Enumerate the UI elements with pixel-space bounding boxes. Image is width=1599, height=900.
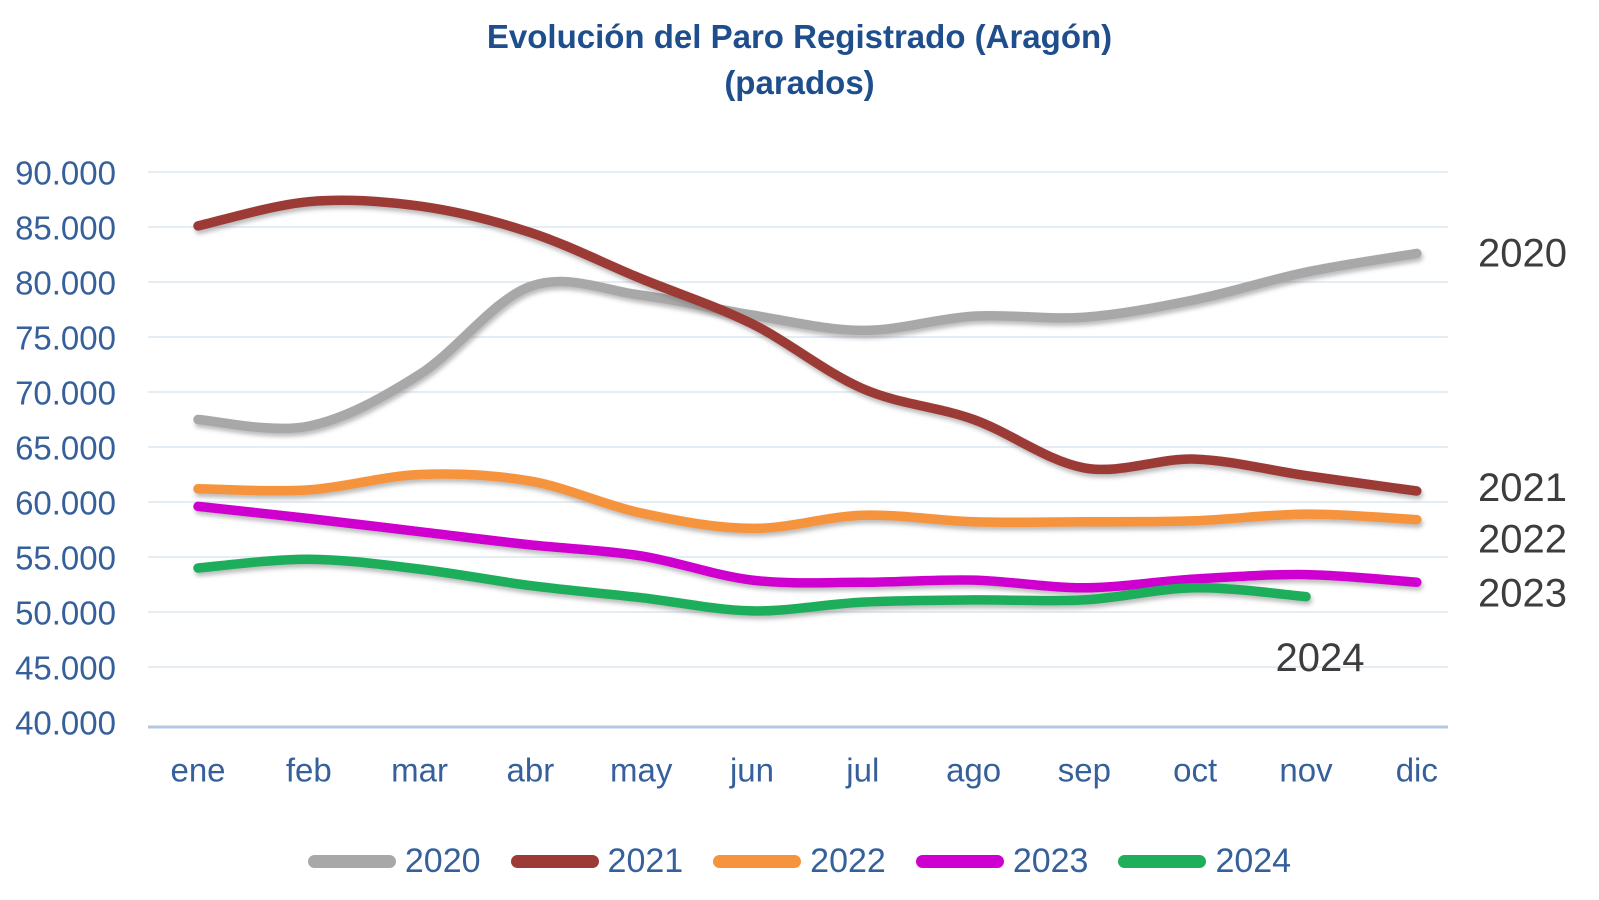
gridlines [148,171,1448,668]
x-tick-label: abr [507,752,555,789]
legend-swatch-2021 [510,854,599,868]
x-tick-label: jul [845,752,879,789]
legend-label-2020: 2020 [404,842,481,880]
series-line-2022 [193,469,1422,534]
y-tick-label: 55.000 [15,540,116,577]
series-line-2023 [193,501,1422,593]
chart-title-line1: Evolución del Paro Registrado (Aragón) [486,18,1113,55]
legend-swatch-2022 [713,854,802,868]
x-axis-labels: ene feb mar abr may jun jul ago sep oct nov dic [170,752,1437,789]
x-tick-label: mar [391,752,448,789]
legend-label-2023: 2023 [1012,842,1089,880]
legend-item-2020: 2020 [307,842,481,880]
legend-swatch-2023 [915,854,1004,868]
legend-swatch-2024 [1118,854,1207,868]
series-end-label-2023: 2023 [1478,571,1567,615]
series-end-label-2021: 2021 [1478,466,1567,510]
x-tick-label: nov [1279,752,1333,789]
y-tick-label: 50.000 [15,595,116,632]
y-tick-label: 85.000 [15,210,116,247]
legend-item-2023: 2023 [915,842,1089,880]
x-tick-label: feb [286,752,332,789]
y-tick-label: 75.000 [15,320,116,357]
legend: 2020 2021 2022 2023 2024 [0,838,1599,884]
series-line-2021 [193,195,1422,496]
y-tick-label: 60.000 [15,485,116,522]
series-end-label-2022: 2022 [1478,518,1567,562]
x-tick-label: sep [1058,752,1111,789]
x-tick-label: ago [946,752,1001,789]
series-line-2020 [193,248,1422,434]
y-tick-label: 80.000 [15,265,116,302]
y-tick-label: 65.000 [15,430,116,467]
series-end-labels: 2020 2021 2022 2023 2024 [1276,231,1567,680]
x-tick-label: ene [170,752,225,789]
x-tick-label: oct [1173,752,1217,789]
legend-item-2022: 2022 [713,844,886,878]
x-tick-label: dic [1396,752,1438,789]
chart-title-line2: (parados) [724,64,875,101]
y-tick-label: 45.000 [15,650,116,687]
series-lines [193,195,1422,616]
legend-item-2024: 2024 [1118,844,1291,878]
series-end-label-2024: 2024 [1276,636,1365,680]
x-tick-label: may [610,752,673,789]
legend-item-2021: 2021 [510,842,684,880]
x-tick-label: jun [729,752,774,789]
y-tick-label: 70.000 [15,375,116,412]
y-tick-label: 90.000 [15,155,116,192]
y-tick-label: 40.000 [15,705,116,742]
series-line-2024 [193,554,1311,616]
legend-label-2021: 2021 [607,842,684,880]
chart-title: Evolución del Paro Registrado (Aragón) (… [0,14,1599,106]
legend-swatch-2020 [307,854,396,868]
series-end-label-2020: 2020 [1478,231,1567,275]
legend-label-2022: 2022 [810,842,886,880]
legend-label-2024: 2024 [1215,842,1292,880]
y-axis-labels: 90.000 85.000 80.000 75.000 70.000 65.000 60.0… [15,155,116,742]
